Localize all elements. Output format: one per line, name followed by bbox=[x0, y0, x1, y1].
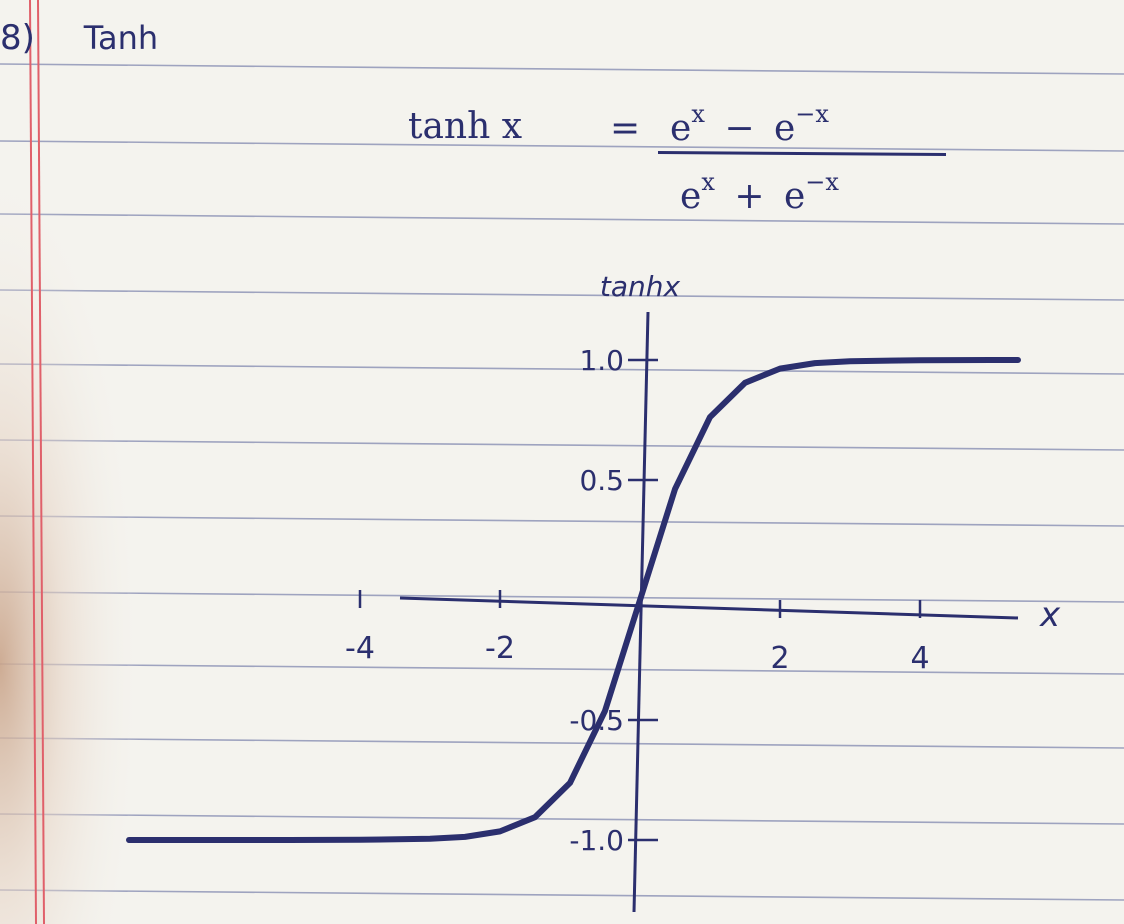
y-axis bbox=[632, 311, 650, 913]
tanh-curve bbox=[126, 357, 1021, 843]
numerator-operator: − bbox=[724, 108, 755, 149]
x-tick-label: 4 bbox=[910, 641, 929, 676]
question-heading: 8) Tanh bbox=[0, 18, 158, 58]
x-axis-label: x bbox=[1039, 595, 1061, 635]
numerator-exp-b: −x bbox=[795, 100, 829, 128]
numerator-term-b: e bbox=[773, 108, 796, 149]
y-tick-label: 0.5 bbox=[579, 464, 624, 497]
numerator-exp-a: x bbox=[691, 100, 705, 128]
denominator-exp-a: x bbox=[701, 168, 715, 196]
x-tick-label: 2 bbox=[770, 641, 789, 676]
denominator-term-a: e bbox=[680, 176, 702, 217]
numerator-term-a: e bbox=[670, 108, 692, 149]
x-tick-label: -2 bbox=[485, 631, 515, 666]
denominator-operator: + bbox=[734, 176, 765, 217]
question-number: 8) bbox=[0, 18, 35, 58]
question-title: Tanh bbox=[83, 19, 159, 57]
x-tick-label: -4 bbox=[345, 631, 375, 666]
denominator: ex + e−x bbox=[680, 168, 839, 217]
y-tick-label: 1.0 bbox=[579, 344, 624, 377]
formula-equals: = bbox=[610, 108, 641, 149]
denominator-exp-b: −x bbox=[805, 168, 839, 196]
margin-line-right bbox=[37, 0, 45, 924]
formula-lhs: tanh x bbox=[408, 106, 523, 147]
x-axis bbox=[399, 596, 1019, 620]
numerator: ex − e−x bbox=[670, 100, 829, 149]
y-axis-label: tanhx bbox=[600, 270, 681, 303]
margin-line-left bbox=[29, 0, 37, 924]
y-tick-label: -1.0 bbox=[569, 824, 624, 857]
denominator-term-b: e bbox=[783, 176, 806, 217]
